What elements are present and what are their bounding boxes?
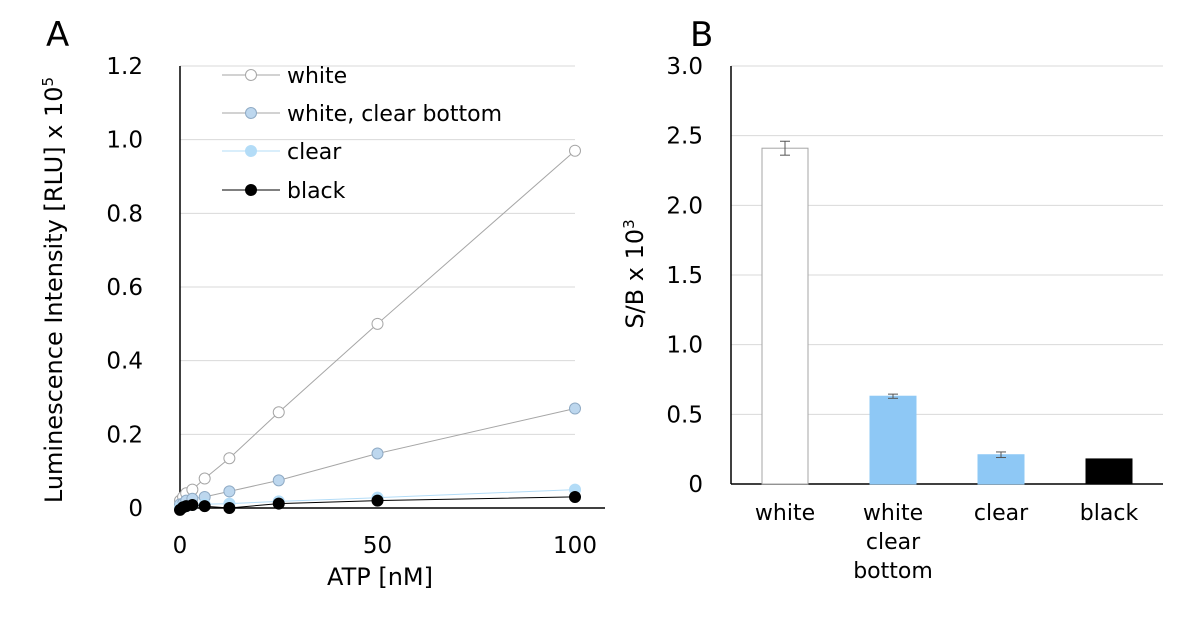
panel-a-data-point	[186, 499, 199, 512]
panel-b-plot: 0 0.5 1.0 1.5 2.0 2.5 3.0 white white clear bottom…	[666, 54, 1163, 584]
panel-a-ytick: 1.2	[106, 54, 143, 80]
panel-a-data-point	[569, 144, 581, 157]
panel-a-ytick: 0.2	[106, 422, 143, 448]
panel-a-xtick: 100	[553, 533, 597, 559]
panel-a-data-point	[272, 406, 285, 419]
panel-b-ytick: 0	[688, 472, 703, 498]
legend-marker	[245, 145, 257, 157]
legend-label: black	[287, 179, 346, 204]
panel-b-ylabel: S/B x 103	[620, 219, 649, 328]
panel-a-ylabel-sup: 5	[39, 77, 57, 87]
panel-a-data-point	[223, 485, 236, 498]
legend-marker	[245, 69, 257, 81]
category-label: white	[863, 501, 923, 526]
panel-a-ylabel-text: Luminescence Intensity [RLU] x 10	[40, 86, 68, 503]
panel-a-xlabel: ATP [nM]	[327, 563, 433, 591]
panel-b-label: B	[690, 15, 713, 55]
panel-a-data-point	[198, 500, 211, 513]
panel-b-ytick: 1.5	[666, 263, 703, 289]
category-label: clear	[974, 501, 1029, 526]
panel-a-ytick: 0.4	[106, 349, 143, 375]
panel-b-ytick: 0.5	[666, 402, 703, 428]
bar	[1085, 458, 1133, 485]
panel-a-label: A	[46, 15, 69, 55]
legend-marker	[245, 184, 257, 196]
panel-b-ylabel-text: S/B x 10	[621, 229, 649, 329]
legend-label: white	[287, 64, 347, 89]
panel-a-ytick: 0.6	[106, 275, 143, 301]
panel-b-ytick: 3.0	[666, 54, 703, 80]
category-label: black	[1080, 501, 1139, 526]
panel-a-plot: 0 0.2 0.4 0.6 0.8 1.0 1.2 0 50 100 white white, cle…	[106, 54, 605, 559]
legend-label: white, clear bottom	[287, 102, 502, 127]
bar	[761, 147, 809, 485]
category-label: bottom	[853, 559, 933, 584]
panel-a-ytick: 0.8	[106, 201, 143, 227]
panel-a-data-point	[371, 317, 384, 330]
category-label: clear	[866, 530, 921, 555]
panel-a-data-point	[198, 472, 211, 485]
panel-a-xtick: 50	[363, 533, 392, 559]
panel-a-xtick: 0	[173, 533, 188, 559]
panel-a-data-point	[223, 502, 236, 514]
panel-b-ytick: 1.0	[666, 333, 703, 359]
bar	[869, 395, 917, 485]
bar	[977, 454, 1025, 485]
panel-a-ytick: 1.0	[106, 128, 143, 154]
panel-a-data-point	[272, 497, 285, 510]
panel-a-data-point	[569, 490, 581, 503]
panel-a-data-point	[223, 452, 236, 465]
panel-a-data-point	[371, 447, 384, 460]
panel-a-ytick: 0	[128, 496, 143, 522]
category-label: white	[755, 501, 815, 526]
panel-a-data-point	[371, 494, 384, 507]
panel-a-ylabel: Luminescence Intensity [RLU] x 105	[39, 77, 68, 503]
panel-b-ytick: 2.0	[666, 193, 703, 219]
panel-a-data-point	[272, 474, 285, 487]
legend-marker	[245, 107, 257, 119]
panel-b-ylabel-sup: 3	[620, 219, 638, 229]
panel-a-data-point	[569, 402, 581, 415]
legend-label: clear	[287, 140, 342, 165]
panel-b-ytick: 2.5	[666, 124, 703, 150]
